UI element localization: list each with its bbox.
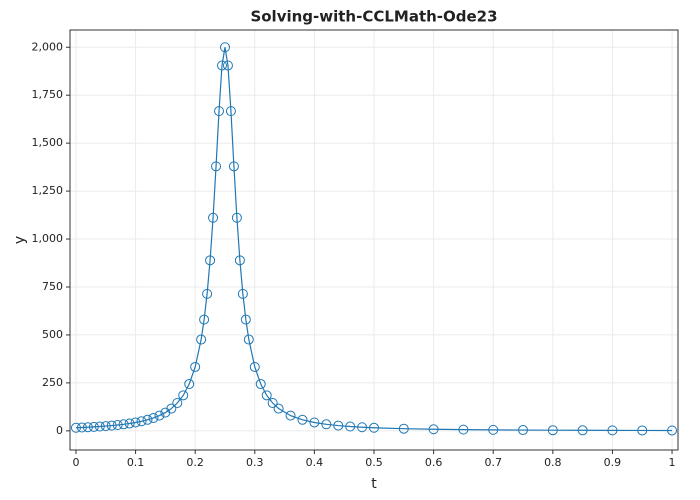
data-point xyxy=(428,424,439,435)
x-tick-label: 0.9 xyxy=(604,456,622,469)
data-point xyxy=(172,398,183,409)
data-point xyxy=(196,334,207,345)
x-tick-label: 1 xyxy=(669,456,676,469)
data-point xyxy=(70,422,81,433)
data-point xyxy=(321,419,332,430)
data-point xyxy=(142,414,153,425)
data-point xyxy=(211,161,222,172)
y-tick-label: 0 xyxy=(56,424,63,437)
data-point xyxy=(166,403,177,414)
x-tick-label: 0.5 xyxy=(365,456,383,469)
data-point xyxy=(577,425,588,436)
data-point xyxy=(217,60,227,71)
y-tick-label: 250 xyxy=(42,376,63,389)
data-point xyxy=(214,106,225,117)
x-tick-label: 0.4 xyxy=(306,456,324,469)
data-point xyxy=(249,361,260,372)
data-point xyxy=(255,379,266,390)
data-point xyxy=(237,288,248,299)
x-axis-label: t xyxy=(371,476,377,492)
y-tick-label: 1,500 xyxy=(32,136,64,149)
y-tick-label: 2,000 xyxy=(32,40,64,53)
data-point xyxy=(154,410,165,421)
plot-frame xyxy=(69,29,679,451)
data-point xyxy=(100,421,111,432)
data-point xyxy=(369,422,379,433)
data-point xyxy=(130,417,141,428)
x-tick-label: 0.8 xyxy=(544,456,562,469)
y-tick-label: 500 xyxy=(42,328,63,341)
data-point xyxy=(178,390,189,401)
data-point xyxy=(333,420,344,431)
x-tick-label: 0.1 xyxy=(127,456,145,469)
data-point xyxy=(202,288,213,299)
x-tick-label: 0.6 xyxy=(425,456,443,469)
data-point xyxy=(76,422,87,433)
x-tick-label: 0.3 xyxy=(246,456,264,469)
data-point xyxy=(184,379,195,390)
data-point xyxy=(118,419,129,430)
data-point xyxy=(219,42,230,53)
data-point xyxy=(285,410,296,421)
data-point xyxy=(190,361,201,372)
data-point xyxy=(148,412,159,423)
data-point xyxy=(667,425,678,436)
y-tick-label: 1,000 xyxy=(32,232,64,245)
data-point xyxy=(267,398,278,409)
data-point xyxy=(88,421,99,432)
x-tick-label: 0 xyxy=(72,456,79,469)
data-point xyxy=(273,403,284,414)
chart-title: Solving-with-CCLMath-Ode23 xyxy=(250,8,497,26)
data-point xyxy=(607,425,618,436)
data-point xyxy=(231,212,242,223)
y-tick-label: 1,250 xyxy=(32,184,64,197)
x-tick-label: 0.7 xyxy=(484,456,502,469)
data-point xyxy=(112,419,123,430)
data-point xyxy=(124,418,135,429)
data-point xyxy=(199,314,210,325)
data-point xyxy=(136,416,147,427)
data-point xyxy=(82,422,93,433)
data-point xyxy=(240,314,251,325)
data-point xyxy=(297,414,308,425)
data-point xyxy=(547,425,558,436)
data-point xyxy=(637,425,648,436)
data-point xyxy=(222,60,233,71)
data-point xyxy=(261,390,272,401)
data-point xyxy=(309,417,320,428)
data-point xyxy=(106,420,117,431)
data-point xyxy=(234,255,245,266)
data-point xyxy=(243,334,254,345)
data-point xyxy=(518,425,529,436)
data-point xyxy=(488,424,499,435)
data-point xyxy=(205,255,216,266)
data-point xyxy=(345,421,356,432)
data-point xyxy=(94,421,105,432)
series-line xyxy=(75,47,673,432)
data-point xyxy=(398,423,409,434)
y-tick-label: 1,750 xyxy=(32,88,64,101)
data-point xyxy=(228,161,239,172)
x-tick-label: 0.2 xyxy=(186,456,204,469)
data-point xyxy=(208,212,219,223)
y-tick-label: 750 xyxy=(42,280,63,293)
data-point xyxy=(458,424,469,435)
data-point xyxy=(225,106,236,117)
data-point xyxy=(357,422,368,433)
y-axis-label: y xyxy=(12,236,28,244)
